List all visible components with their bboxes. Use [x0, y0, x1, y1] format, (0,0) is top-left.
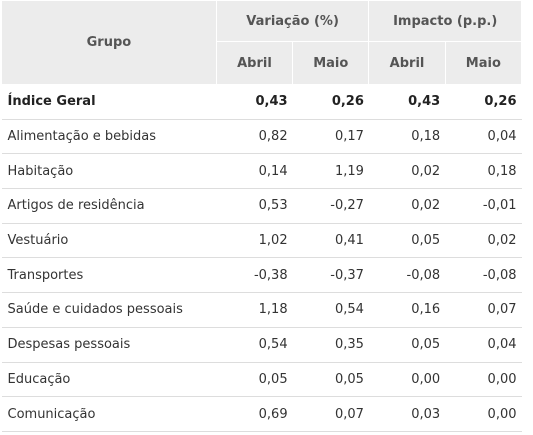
cell-group: Artigos de residência	[1, 188, 217, 224]
cell-variation-abril: 0,43	[216, 84, 293, 120]
table-row: Educação 0,05 0,05 0,00 0,00	[1, 362, 522, 398]
cell-impact-abril: 0,02	[368, 188, 446, 224]
cell-group: Transportes	[1, 257, 217, 294]
header-impact: Impacto (p.p.)	[368, 0, 522, 42]
table-row: Saúde e cuidados pessoais 1,18 0,54 0,16 0,0…	[1, 292, 522, 328]
cell-impact-maio: 0,26	[445, 84, 522, 120]
cell-variation-abril: 0,05	[216, 362, 293, 398]
cell-impact-abril: 0,00	[368, 362, 446, 398]
table-body: Índice Geral 0,43 0,26 0,43 0,26 Alimentação …	[1, 84, 522, 432]
table-row: Comunicação 0,69 0,07 0,03 0,00	[1, 396, 522, 432]
cell-variation-abril: 0,82	[216, 119, 293, 155]
cell-impact-abril: 0,03	[368, 396, 446, 432]
cell-impact-abril: 0,16	[368, 292, 446, 328]
cell-impact-maio: 0,07	[445, 292, 522, 328]
cell-impact-maio: 0,02	[445, 223, 522, 259]
header-variation: Variação (%)	[215, 0, 370, 42]
header-impact-abril: Abril	[368, 41, 446, 85]
cell-variation-maio: 0,54	[292, 292, 369, 328]
cell-impact-abril: 0,05	[368, 327, 446, 363]
table-row: Transportes -0,38 -0,37 -0,08 -0,08	[1, 257, 522, 294]
cell-group: Alimentação e bebidas	[1, 119, 217, 155]
cell-group: Educação	[1, 362, 217, 398]
cell-variation-maio: 0,26	[292, 84, 369, 120]
cell-group: Habitação	[1, 153, 217, 190]
header-row-months: Abril Maio Abril Maio	[2, 41, 523, 85]
cell-variation-maio: 0,41	[292, 223, 369, 259]
cell-impact-maio: 0,18	[445, 153, 522, 190]
cell-impact-maio: 0,00	[445, 362, 522, 398]
header-impact-maio: Maio	[444, 41, 523, 85]
cell-group: Comunicação	[1, 396, 217, 432]
cell-impact-maio: 0,00	[445, 396, 522, 432]
cell-variation-abril: 1,02	[216, 223, 293, 259]
table-row: Alimentação e bebidas 0,82 0,17 0,18 0,04	[1, 119, 522, 155]
ipca-table: Grupo Variação (%) Impacto (p.p.) Abril …	[1, 0, 523, 432]
cell-impact-maio: -0,01	[445, 188, 522, 224]
cell-impact-abril: 0,43	[368, 84, 446, 120]
cell-group: Índice Geral	[1, 84, 217, 120]
header-row-top: Grupo Variação (%) Impacto (p.p.)	[1, 0, 522, 85]
table-header: Grupo Variação (%) Impacto (p.p.) Abril …	[1, 0, 523, 85]
cell-variation-maio: 0,17	[292, 119, 369, 155]
cell-group: Vestuário	[1, 223, 217, 259]
table-row: Habitação 0,14 1,19 0,02 0,18	[1, 153, 522, 190]
table-row: Despesas pessoais 0,54 0,35 0,05 0,04	[1, 327, 522, 363]
cell-impact-abril: -0,08	[368, 257, 446, 294]
cell-impact-abril: 0,05	[368, 223, 446, 259]
cell-variation-maio: 0,35	[292, 327, 369, 363]
cell-impact-maio: 0,04	[445, 327, 522, 363]
cell-variation-abril: 0,14	[216, 153, 293, 190]
table-row: Artigos de residência 0,53 -0,27 0,02 -0,01	[1, 188, 522, 224]
cell-variation-abril: 1,18	[216, 292, 293, 328]
table-row: Vestuário 1,02 0,41 0,05 0,02	[1, 223, 522, 259]
cell-variation-maio: -0,27	[292, 188, 369, 224]
cell-impact-maio: -0,08	[445, 257, 522, 294]
cell-group: Despesas pessoais	[1, 327, 217, 363]
cell-impact-abril: 0,18	[368, 119, 446, 155]
header-group: Grupo	[1, 0, 217, 85]
cell-variation-maio: -0,37	[292, 257, 369, 294]
cell-variation-maio: 0,05	[292, 362, 369, 398]
cell-impact-abril: 0,02	[368, 153, 446, 190]
cell-variation-abril: 0,53	[216, 188, 293, 224]
cell-group: Saúde e cuidados pessoais	[1, 292, 217, 328]
header-variation-maio: Maio	[292, 41, 370, 85]
cell-impact-maio: 0,04	[445, 119, 522, 155]
table-row: Índice Geral 0,43 0,26 0,43 0,26	[1, 84, 522, 120]
cell-variation-abril: 0,54	[216, 327, 293, 363]
cell-variation-maio: 1,19	[292, 153, 369, 190]
cell-variation-abril: -0,38	[216, 257, 293, 294]
cell-variation-maio: 0,07	[292, 396, 369, 432]
cell-variation-abril: 0,69	[216, 396, 293, 432]
header-variation-abril: Abril	[215, 41, 294, 85]
